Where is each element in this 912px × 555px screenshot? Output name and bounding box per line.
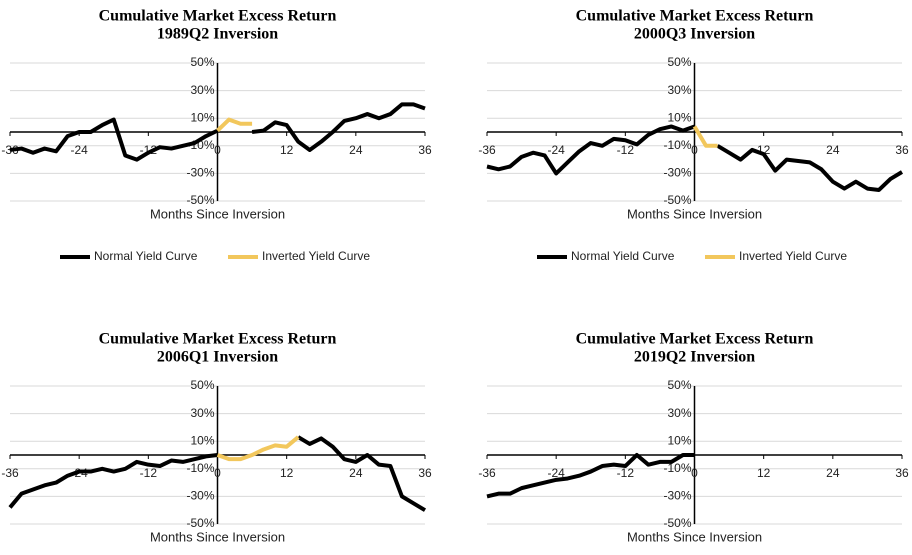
- x-tick-label: 0: [214, 143, 221, 157]
- chart-title: Cumulative Market Excess Return: [576, 8, 814, 25]
- y-tick-label: 30%: [190, 406, 214, 420]
- y-tick-label: -10%: [186, 461, 214, 475]
- x-tick-label: -12: [617, 466, 635, 480]
- y-tick-label: -50%: [186, 516, 214, 530]
- chart-title: Cumulative Market Excess Return: [99, 331, 337, 348]
- legend-label: Normal Yield Curve: [571, 249, 675, 263]
- y-tick-label: 30%: [667, 406, 691, 420]
- y-tick-label: -30%: [186, 489, 214, 503]
- x-tick-label: 36: [418, 466, 432, 480]
- y-tick-label: -50%: [663, 193, 691, 207]
- x-axis-label: Months Since Inversion: [150, 206, 285, 221]
- series-line: [486, 453, 695, 499]
- y-tick-label: 10%: [667, 110, 691, 124]
- x-tick-label: 12: [757, 466, 771, 480]
- x-tick-label: -24: [70, 143, 88, 157]
- x-axis-label: Months Since Inversion: [150, 529, 285, 544]
- x-axis-label: Months Since Inversion: [627, 529, 762, 544]
- series-line: [8, 435, 427, 512]
- series-line: [486, 124, 904, 192]
- x-tick-label: 0: [691, 143, 698, 157]
- series-line: [216, 117, 253, 133]
- x-tick-label: 24: [826, 143, 840, 157]
- chart-title: Cumulative Market Excess Return: [99, 8, 337, 25]
- chart-subtitle: 1989Q2 Inversion: [157, 26, 278, 43]
- chart-subtitle: 2019Q2 Inversion: [634, 349, 755, 366]
- x-tick-label: 24: [349, 143, 363, 157]
- legend-label: Inverted Yield Curve: [739, 249, 847, 263]
- y-tick-label: 30%: [190, 83, 214, 97]
- x-tick-label: 24: [349, 466, 363, 480]
- legend-label: Inverted Yield Curve: [262, 249, 370, 263]
- y-tick-label: -50%: [663, 516, 691, 530]
- series-line: [692, 125, 718, 148]
- x-tick-label: 0: [691, 466, 698, 480]
- x-tick-label: 12: [280, 143, 294, 157]
- chart-subtitle: 2006Q1 Inversion: [157, 349, 278, 366]
- x-tick-label: -36: [478, 466, 496, 480]
- legend-label: Normal Yield Curve: [94, 249, 198, 263]
- x-tick-label: -36: [478, 143, 496, 157]
- y-tick-label: 30%: [667, 83, 691, 97]
- x-tick-label: 36: [418, 143, 432, 157]
- chart-subtitle: 2000Q3 Inversion: [634, 26, 755, 43]
- y-tick-label: 50%: [667, 55, 691, 69]
- y-tick-label: -30%: [663, 489, 691, 503]
- x-tick-label: 24: [826, 466, 840, 480]
- y-tick-label: -30%: [186, 166, 214, 180]
- y-tick-label: 10%: [667, 433, 691, 447]
- y-tick-label: -50%: [186, 193, 214, 207]
- x-tick-label: -24: [547, 466, 565, 480]
- series-line: [216, 435, 300, 462]
- x-axis-label: Months Since Inversion: [627, 206, 762, 221]
- y-tick-label: 50%: [190, 378, 214, 392]
- y-tick-label: 50%: [190, 55, 214, 69]
- y-tick-label: -30%: [663, 166, 691, 180]
- y-tick-label: 10%: [190, 433, 214, 447]
- x-tick-label: 36: [895, 466, 909, 480]
- x-tick-label: -36: [1, 466, 19, 480]
- y-tick-label: 10%: [190, 110, 214, 124]
- x-tick-label: -12: [617, 143, 635, 157]
- x-tick-label: 12: [280, 466, 294, 480]
- y-tick-label: -10%: [663, 461, 691, 475]
- y-tick-label: -10%: [663, 138, 691, 152]
- y-tick-label: 50%: [667, 378, 691, 392]
- chart-title: Cumulative Market Excess Return: [576, 331, 814, 348]
- x-tick-label: 0: [214, 466, 221, 480]
- x-tick-label: 36: [895, 143, 909, 157]
- series-line: [9, 102, 426, 162]
- x-tick-label: -24: [547, 143, 565, 157]
- x-tick-label: -12: [140, 466, 158, 480]
